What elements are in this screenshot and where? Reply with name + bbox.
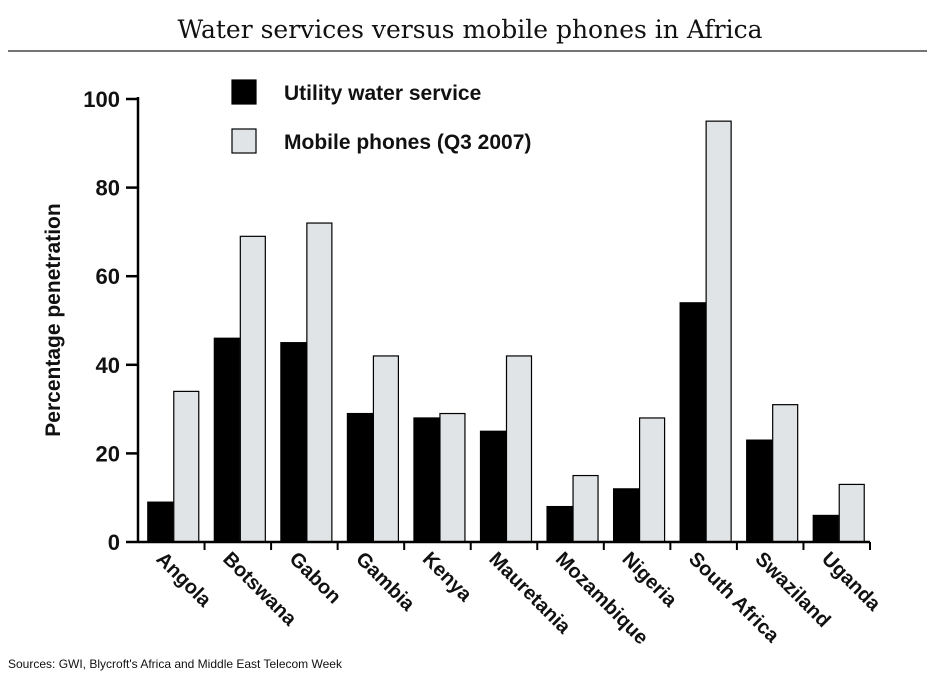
bars xyxy=(147,120,865,543)
bar-mobile-swaziland xyxy=(772,404,799,543)
bar-mobile-gabon xyxy=(306,222,333,543)
bar-water-south-africa xyxy=(679,302,706,543)
bar-mobile-kenya xyxy=(439,412,466,543)
bar-water-mauretania xyxy=(479,430,507,543)
category-label-angola: Angola xyxy=(152,548,216,612)
y-tick-label: 60 xyxy=(96,264,120,289)
bar-water-botswana xyxy=(213,337,240,543)
bar-water-gabon xyxy=(280,342,307,543)
source-note: Sources: GWI, Blycroft's Africa and Midd… xyxy=(8,657,343,671)
bar-mobile-mauretania xyxy=(505,355,533,543)
chart-title: Water services versus mobile phones in A… xyxy=(177,15,762,44)
bar-mobile-nigeria xyxy=(638,417,666,543)
bar-water-nigeria xyxy=(612,488,640,543)
bar-mobile-angola xyxy=(173,390,200,543)
y-tick-label: 100 xyxy=(83,87,120,112)
legend: Utility water service Mobile phones (Q3 2… xyxy=(231,79,531,154)
bar-mobile-south-africa xyxy=(705,120,732,543)
legend-swatch-mobile xyxy=(231,128,257,154)
category-label-gambia: Gambia xyxy=(351,548,419,616)
bar-mobile-gambia xyxy=(372,355,400,543)
legend-label-water: Utility water service xyxy=(284,82,481,105)
bar-water-kenya xyxy=(413,417,440,543)
bar-mobile-mozambique xyxy=(572,474,599,543)
bar-mobile-uganda xyxy=(838,483,865,543)
bar-water-uganda xyxy=(812,514,839,543)
category-label-uganda: Uganda xyxy=(817,548,885,616)
y-axis-ticks: 0 20 40 60 80 100 xyxy=(83,87,138,555)
category-label-gabon: Gabon xyxy=(285,548,345,608)
category-label-kenya: Kenya xyxy=(418,548,477,607)
y-tick-label: 80 xyxy=(96,176,120,201)
bar-water-gambia xyxy=(346,412,374,543)
y-tick-label: 0 xyxy=(108,530,120,555)
axes xyxy=(136,97,871,550)
y-tick-label: 40 xyxy=(96,353,120,378)
bar-water-angola xyxy=(147,501,174,543)
category-label-nigeria: Nigeria xyxy=(618,548,682,612)
y-tick-label: 20 xyxy=(96,441,120,466)
legend-label-mobile: Mobile phones (Q3 2007) xyxy=(284,131,531,154)
bar-water-swaziland xyxy=(746,439,773,543)
bar-mobile-botswana xyxy=(239,235,266,543)
legend-swatch-water xyxy=(231,79,257,105)
bar-water-mozambique xyxy=(546,505,573,543)
y-axis-label: Percentage penetration xyxy=(42,203,65,436)
